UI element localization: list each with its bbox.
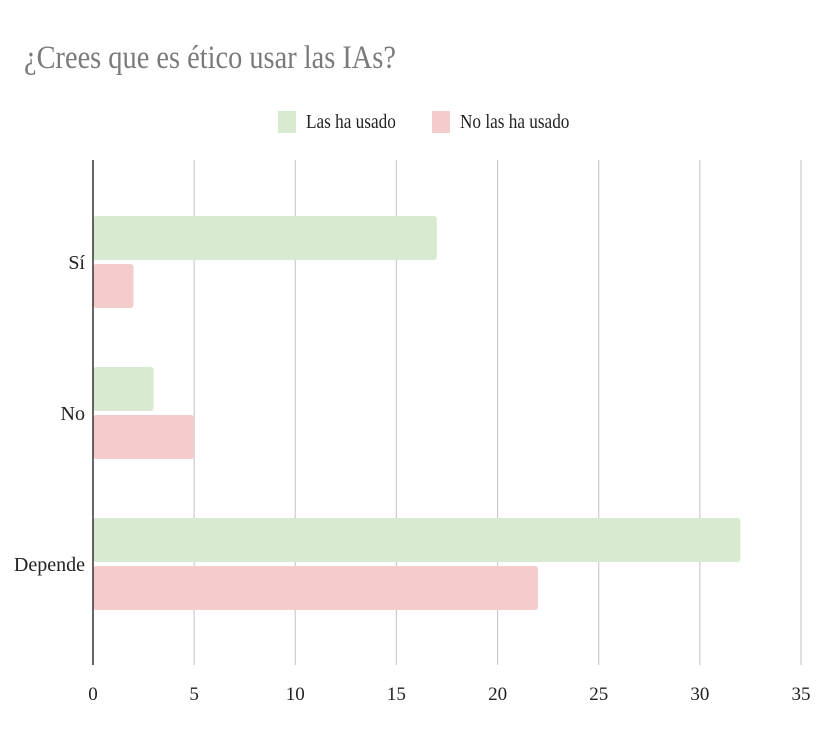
legend-swatch-las-ha-usado bbox=[278, 111, 296, 133]
bar-no-las-ha-usado-0[interactable] bbox=[93, 264, 134, 308]
bar-no-las-ha-usado-2[interactable] bbox=[93, 566, 539, 610]
legend-swatch-no-las-ha-usado bbox=[432, 111, 451, 133]
chart-title: ¿Crees que es ético usar las IAs? bbox=[24, 40, 396, 76]
x-tick-label-10: 10 bbox=[286, 684, 305, 705]
category-label-2: Depende bbox=[14, 554, 85, 576]
x-tick-label-15: 15 bbox=[387, 684, 406, 705]
x-tick-label-20: 20 bbox=[488, 684, 507, 705]
bar-las-ha-usado-2[interactable] bbox=[93, 518, 741, 562]
bar-no-las-ha-usado-1[interactable] bbox=[93, 415, 195, 459]
x-tick-label-0: 0 bbox=[88, 684, 98, 705]
legend-label-no-las-ha-usado: No las ha usado bbox=[460, 110, 570, 133]
x-tick-label-5: 5 bbox=[189, 684, 199, 705]
x-tick-label-25: 25 bbox=[589, 684, 608, 705]
bar-las-ha-usado-1[interactable] bbox=[93, 367, 154, 411]
legend: Las ha usado No las ha usado bbox=[278, 110, 610, 134]
category-label-1: No bbox=[61, 403, 85, 425]
category-label-0: Sí bbox=[68, 252, 85, 274]
x-tick-label-35: 35 bbox=[792, 684, 811, 705]
x-tick-label-30: 30 bbox=[690, 684, 709, 705]
bar-las-ha-usado-0[interactable] bbox=[93, 216, 437, 260]
legend-label-las-ha-usado: Las ha usado bbox=[306, 110, 396, 133]
legend-item-no-las-ha-usado[interactable]: No las ha usado bbox=[432, 111, 587, 134]
legend-item-las-ha-usado[interactable]: Las ha usado bbox=[278, 111, 410, 134]
